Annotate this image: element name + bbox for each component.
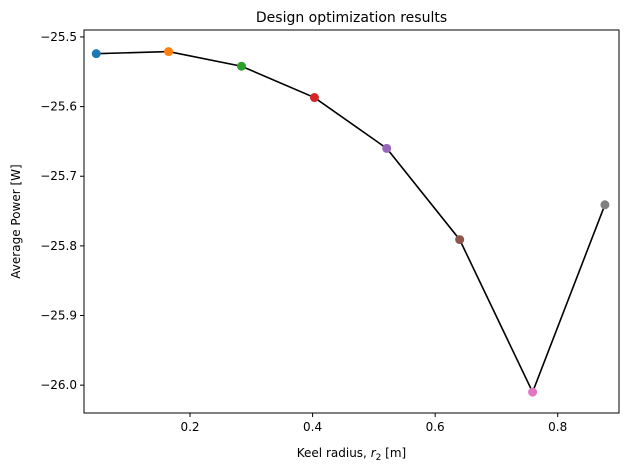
x-tick-label: 0.2 — [180, 420, 199, 434]
y-axis: −25.5 −25.6 −25.7 −25.8 −25.9 −26.0 — [40, 30, 84, 392]
chart-title: Design optimization results — [256, 10, 447, 26]
y-tick-label: −25.5 — [40, 30, 77, 44]
x-axis: 0.2 0.4 0.6 0.8 — [180, 413, 567, 434]
plot-frame — [83, 29, 620, 414]
x-axis-label: Keel radius, r2 [m] — [297, 446, 406, 463]
series-line — [96, 50, 606, 395]
data-point — [164, 47, 174, 57]
plot-area — [83, 29, 620, 414]
data-point — [382, 143, 392, 153]
data-point — [309, 93, 319, 103]
y-tick-label: −25.9 — [40, 309, 77, 323]
data-point — [91, 49, 101, 59]
data-point — [455, 235, 465, 245]
data-point — [236, 61, 246, 71]
data-point — [600, 200, 610, 210]
x-axis-label-prefix: Keel radius, — [297, 446, 371, 460]
data-point — [528, 387, 538, 397]
x-tick-label: 0.4 — [303, 420, 322, 434]
y-tick-label: −25.6 — [40, 100, 77, 114]
x-tick-label: 0.6 — [426, 420, 445, 434]
y-axis-label: Average Power [W] — [9, 164, 23, 278]
x-axis-label-sub: 2 — [376, 453, 382, 463]
x-axis-label-suffix: [m] — [381, 446, 406, 460]
y-tick-label: −25.8 — [40, 239, 77, 253]
y-tick-label: −25.7 — [40, 169, 77, 183]
x-axis-label-var: r — [371, 446, 377, 460]
y-tick-label: −26.0 — [40, 378, 77, 392]
x-tick-label: 0.8 — [548, 420, 567, 434]
